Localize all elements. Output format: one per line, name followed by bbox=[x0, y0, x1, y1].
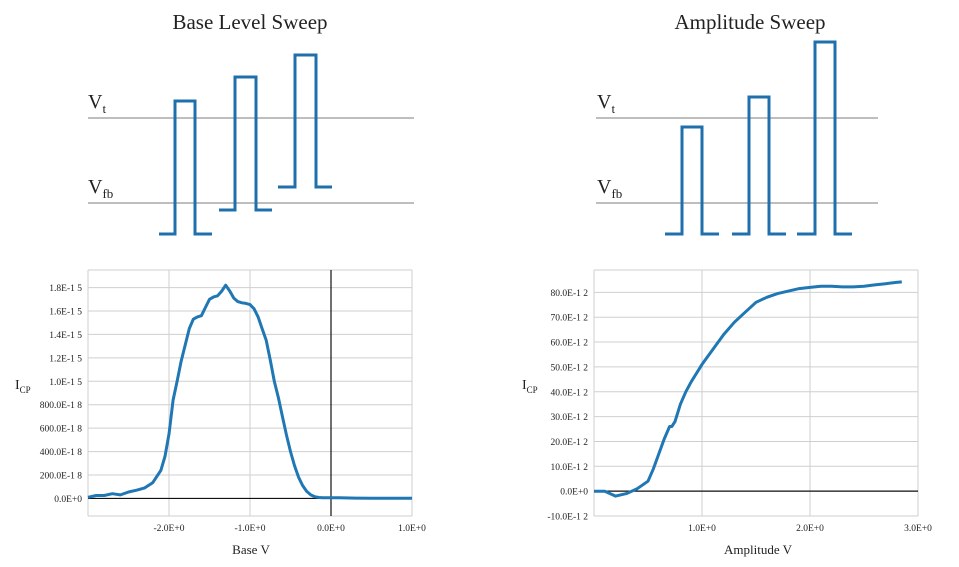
x-tick-label: 0.0E+0 bbox=[317, 524, 345, 534]
y-tick-label: 20.0E-1 2 bbox=[551, 438, 589, 448]
amplitude-sweep-y-axis-label: ICP bbox=[522, 378, 538, 395]
y-tick-label: 60.0E-1 2 bbox=[551, 339, 589, 349]
base-sweep-chart: 0.0E+0 200.0E-1 8 400.0E-1 8 600.0E-1 8 800.… bbox=[15, 269, 426, 557]
y-tick-label: 1.2E-1 5 bbox=[49, 354, 82, 364]
vfb-label-right: Vfb bbox=[597, 176, 622, 201]
y-tick-label: 1.8E-1 5 bbox=[49, 284, 82, 294]
y-tick-label: 30.0E-1 2 bbox=[551, 413, 589, 423]
diagram-title-amplitude-sweep: Amplitude Sweep bbox=[674, 10, 825, 34]
y-tick-label: 400.0E-1 8 bbox=[40, 448, 82, 458]
x-tick-label: 1.0E+0 bbox=[688, 524, 716, 534]
pulse-3 bbox=[278, 53, 332, 189]
x-tick-label: 2.0E+0 bbox=[796, 524, 824, 534]
base-sweep-grid bbox=[87, 269, 413, 517]
y-tick-label: 40.0E-1 2 bbox=[551, 388, 589, 398]
diagram-title-base-level-sweep: Base Level Sweep bbox=[172, 10, 327, 34]
x-tick-label: -2.0E+0 bbox=[154, 524, 185, 534]
base-level-sweep-diagram: Base Level Sweep Vt Vfb bbox=[88, 10, 414, 236]
y-tick-label: 200.0E-1 8 bbox=[40, 472, 82, 482]
amplitude-sweep-ticks: -10.0E-1 2 0.0E+0 10.0E-1 2 20.0E-1 2 30.0E-… bbox=[547, 289, 932, 534]
base-sweep-ticks: 0.0E+0 200.0E-1 8 400.0E-1 8 600.0E-1 8 800.… bbox=[40, 284, 426, 534]
amplitude-sweep-grid bbox=[593, 269, 919, 517]
amp-pulse-3 bbox=[797, 40, 852, 236]
amplitude-sweep-chart: -10.0E-1 2 0.0E+0 10.0E-1 2 20.0E-1 2 30.0E-… bbox=[522, 269, 932, 557]
y-tick-label: 80.0E-1 2 bbox=[551, 289, 589, 299]
x-tick-label: 3.0E+0 bbox=[904, 524, 932, 534]
y-tick-label: 1.6E-1 5 bbox=[49, 308, 82, 318]
base-sweep-icp-curve bbox=[87, 283, 412, 500]
base-sweep-x-axis-label: Base V bbox=[232, 542, 270, 557]
y-tick-label: 600.0E-1 8 bbox=[40, 425, 82, 435]
y-tick-label: 800.0E-1 8 bbox=[40, 401, 82, 411]
y-tick-label: 0.0E+0 bbox=[54, 495, 82, 505]
y-tick-label: 1.0E-1 5 bbox=[49, 378, 82, 388]
y-tick-label: -10.0E-1 2 bbox=[547, 513, 588, 523]
amplitude-sweep-icp-curve bbox=[594, 280, 902, 498]
vfb-label: Vfb bbox=[88, 176, 113, 201]
y-tick-label: 1.4E-1 5 bbox=[49, 331, 82, 341]
x-tick-label: -1.0E+0 bbox=[235, 524, 266, 534]
x-tick-label: 1.0E+0 bbox=[398, 524, 426, 534]
pulse-1 bbox=[159, 99, 212, 236]
amplitude-sweep-diagram: Amplitude Sweep Vt Vfb bbox=[596, 10, 878, 236]
y-tick-label: 70.0E-1 2 bbox=[551, 314, 589, 324]
vt-label-right: Vt bbox=[597, 91, 615, 116]
y-tick-label: 0.0E+0 bbox=[560, 488, 588, 498]
y-tick-label: 50.0E-1 2 bbox=[551, 363, 589, 373]
amplitude-sweep-x-axis-label: Amplitude V bbox=[724, 542, 793, 557]
vt-label: Vt bbox=[88, 91, 106, 116]
y-tick-label: 10.0E-1 2 bbox=[551, 463, 589, 473]
base-sweep-y-axis-label: ICP bbox=[15, 378, 31, 395]
amp-pulse-2 bbox=[732, 95, 786, 236]
pulse-2 bbox=[219, 75, 272, 212]
amp-pulse-1 bbox=[665, 125, 719, 236]
